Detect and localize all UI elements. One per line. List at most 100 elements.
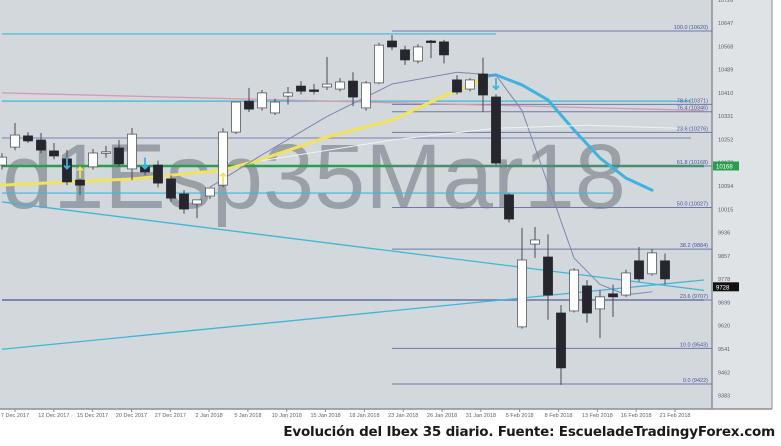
y-tick-label: 10726 (718, 0, 733, 4)
candle-body (270, 101, 280, 114)
candle (270, 98, 280, 115)
x-tick-label: 21 Feb 2018 (660, 413, 691, 419)
fibonacci-level-label: 0.0 (9422) (683, 378, 708, 384)
signal-arrow-icon (63, 157, 71, 170)
candle-body (387, 40, 397, 48)
candle (543, 234, 553, 320)
candle (296, 81, 306, 95)
x-tick-label: 23 Jan 2018 (388, 413, 418, 419)
candle (23, 132, 33, 143)
candle (621, 269, 631, 297)
y-tick-label: 9857 (718, 254, 730, 260)
price-badge-label: 10168 (716, 164, 733, 170)
moving-average-line (0, 78, 485, 187)
candle-body (374, 44, 384, 84)
y-tick-label: 9462 (718, 370, 730, 376)
candle-body (504, 194, 514, 220)
y-tick-label: 9936 (718, 231, 730, 237)
candle-body (101, 151, 111, 154)
candle-body (569, 269, 579, 312)
price-axis (712, 0, 772, 409)
candle (530, 226, 540, 258)
candle (348, 72, 358, 107)
candle (478, 57, 488, 113)
candle-body (621, 272, 631, 296)
y-tick-label: 10489 (718, 68, 733, 74)
x-tick-label: 13 Feb 2018 (582, 413, 613, 419)
candle (101, 145, 111, 158)
candle-body (192, 199, 202, 205)
candle (439, 39, 449, 64)
candle (504, 193, 514, 223)
candle (517, 227, 527, 329)
candle (556, 305, 566, 385)
candle (452, 75, 462, 95)
y-tick-label: 9620 (718, 324, 730, 330)
candle-body (634, 260, 644, 280)
x-tick-label: 8 Feb 2018 (545, 413, 573, 419)
candle (595, 290, 605, 339)
candle (0, 153, 7, 170)
candle-body (413, 46, 423, 62)
candle-body (244, 100, 254, 110)
price-badge (713, 282, 739, 292)
x-tick-label: 31 Jan 2018 (466, 413, 496, 419)
x-tick-label: 2 Jan 2018 (196, 413, 223, 419)
x-tick-label: 20 Dec 2017 (116, 413, 147, 419)
candle-body (452, 79, 462, 93)
candle (49, 142, 59, 160)
candle (127, 127, 137, 181)
candle-body (478, 73, 488, 96)
candle-body (75, 179, 85, 186)
x-tick-label: 15 Dec 2017 (77, 413, 108, 419)
y-tick-label: 10094 (718, 184, 733, 190)
y-tick-label: 10331 (718, 114, 733, 120)
candle-body (335, 81, 345, 90)
candle-body (205, 187, 215, 197)
candle-body (400, 49, 410, 61)
fibonacci-level-label: 78.6 (10371) (677, 98, 708, 104)
candle-body (322, 83, 332, 88)
candle (374, 42, 384, 85)
fibonacci-level-label: 50.0 (10027) (677, 202, 708, 208)
candle-body (49, 150, 59, 157)
signal-arrow-icon (141, 157, 149, 170)
y-tick-label: 9699 (718, 300, 730, 306)
x-tick-label: 5 Jan 2018 (234, 413, 261, 419)
x-tick-label: 18 Jan 2018 (349, 413, 379, 419)
x-tick-label: 15 Jan 2018 (310, 413, 340, 419)
candle (465, 78, 475, 92)
fibonacci-level-label: 10.0 (9543) (680, 342, 708, 348)
candle (244, 87, 254, 113)
candle-body (348, 80, 358, 98)
candle-body (23, 135, 33, 142)
candle-body (309, 89, 319, 92)
candle (205, 187, 215, 199)
candle (114, 140, 124, 167)
candle-body (426, 40, 436, 43)
candle (400, 45, 410, 65)
x-tick-label: 26 Jan 2018 (427, 413, 457, 419)
signal-arrow-icon (76, 166, 84, 179)
candle-body (361, 82, 371, 109)
candle (36, 132, 46, 154)
price-badge (713, 161, 739, 171)
y-tick-label: 10410 (718, 91, 733, 97)
candle (491, 94, 501, 166)
x-tick-label: 5 Feb 2018 (506, 413, 534, 419)
candle-body (543, 256, 553, 296)
candle (647, 249, 657, 276)
x-tick-label: 27 Dec 2017 (155, 413, 186, 419)
fibonacci-level-label: 61.8 (10168) (677, 160, 708, 166)
candle-body (257, 92, 267, 109)
y-tick-label: 10568 (718, 44, 733, 50)
moving-average-line (481, 73, 654, 192)
candle-body (608, 293, 618, 298)
candle-body (283, 92, 293, 97)
candle-body (88, 152, 98, 168)
moving-average-line (209, 71, 653, 296)
candle-body (465, 79, 475, 90)
candle-body (530, 239, 540, 245)
fibonacci-level-label: 76.4 (10346) (677, 106, 708, 112)
y-tick-label: 9383 (718, 394, 730, 400)
